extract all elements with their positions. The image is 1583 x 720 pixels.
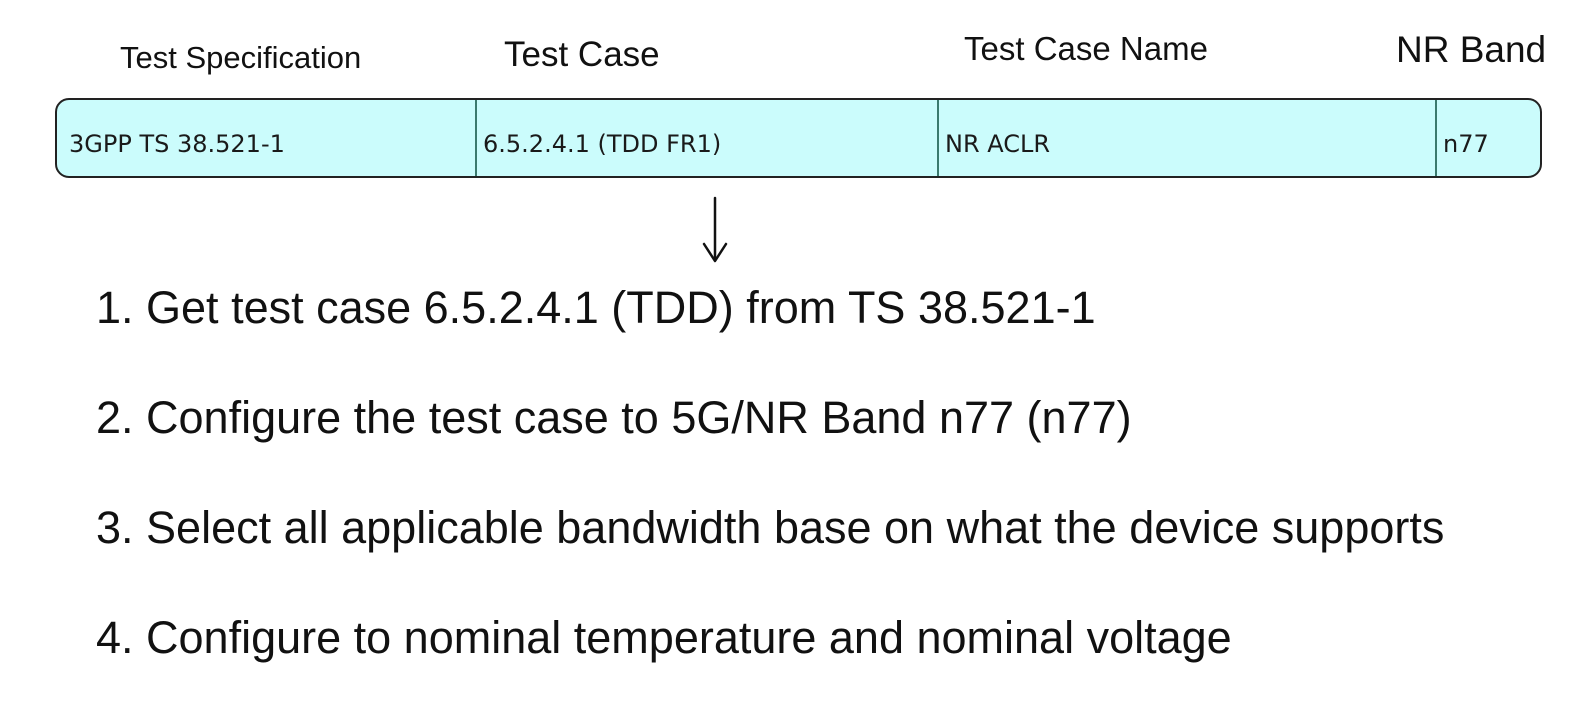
- header-test-specification: Test Specification: [120, 40, 362, 75]
- step-1: 1. Get test case 6.5.2.4.1 (TDD) from TS…: [96, 282, 1096, 333]
- test-case-row: 3GPP TS 38.521-1 6.5.2.4.1 (TDD FR1) NR …: [55, 98, 1542, 178]
- header-test-case: Test Case: [504, 35, 660, 74]
- header-test-case-name: Test Case Name: [964, 30, 1208, 67]
- header-nr-band: NR Band: [1396, 29, 1547, 70]
- cell-test-case-name: NR ACLR: [937, 100, 1433, 176]
- step-4: 4. Configure to nominal temperature and …: [96, 612, 1232, 663]
- cell-test-specification: 3GPP TS 38.521-1: [69, 130, 285, 158]
- down-arrow-icon: [702, 196, 728, 263]
- cell-nr-band: n77: [1435, 100, 1540, 176]
- step-2: 2. Configure the test case to 5G/NR Band…: [96, 392, 1132, 443]
- steps-list: 1. Get test case 6.5.2.4.1 (TDD) from TS…: [96, 280, 1444, 720]
- step-3: 3. Select all applicable bandwidth base …: [96, 502, 1445, 553]
- cell-test-case: 6.5.2.4.1 (TDD FR1): [475, 100, 935, 176]
